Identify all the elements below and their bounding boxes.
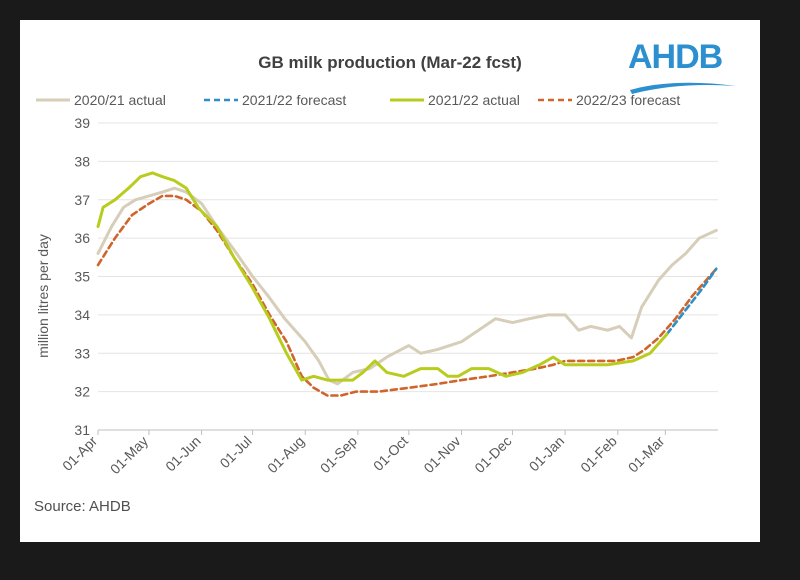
x-tick-label: 01-Mar [625, 433, 668, 476]
x-tick-label: 01-Aug [264, 433, 307, 476]
chart-legend: 2020/21 actual 2021/22 forecast 2021/22 ac… [36, 92, 680, 108]
y-tick-label: 35 [74, 269, 90, 285]
source-note: Source: AHDB [34, 498, 131, 515]
y-tick-label: 31 [74, 422, 90, 438]
series-line-2020-21-actual [96, 186, 718, 386]
y-tick-label: 33 [74, 345, 90, 361]
series-line-2022-23-forecast [96, 194, 718, 397]
chart-card: GB milk production (Mar-22 fcst) AHDB 20… [20, 20, 760, 542]
y-tick-label: 38 [74, 153, 90, 169]
x-axis: 01-Apr 01-May 01-Jun 01-Jul 01-Aug 01-Sep 01-O… [59, 429, 718, 477]
legend-label: 2021/22 actual [428, 92, 520, 108]
x-tick-label: 01-Oct [370, 433, 411, 474]
series-line-2021-22-forecast [665, 267, 718, 336]
ahdb-logo: AHDB [628, 38, 723, 76]
x-tick-label: 01-May [107, 433, 151, 477]
series-line-2021-22-actual [96, 171, 669, 382]
x-tick-label: 01-Jan [526, 433, 568, 475]
ahdb-logo-swoosh [630, 82, 736, 94]
x-tick-label: 01-Sep [317, 433, 360, 476]
x-tick-label: 01-Jul [216, 433, 254, 471]
x-tick-label: 01-Dec [471, 433, 514, 476]
y-tick-label: 39 [74, 115, 90, 131]
line-chart: 2020/21 actual 2021/22 forecast 2021/22 ac… [35, 92, 718, 477]
x-tick-label: 01-Jun [162, 433, 204, 475]
legend-label: 2020/21 actual [74, 92, 166, 108]
y-tick-label: 34 [74, 307, 90, 323]
x-tick-label: 01-Nov [420, 433, 463, 476]
legend-label: 2022/23 forecast [576, 92, 680, 108]
y-axis: 31 32 33 34 35 36 37 38 39 [74, 115, 718, 438]
y-tick-label: 37 [74, 192, 90, 208]
series-lines [96, 171, 718, 397]
chart-title: GB milk production (Mar-22 fcst) [258, 53, 522, 72]
x-tick-label: 01-Apr [59, 433, 100, 474]
y-tick-label: 32 [74, 384, 90, 400]
legend-label: 2021/22 forecast [242, 92, 346, 108]
y-tick-label: 36 [74, 230, 90, 246]
x-tick-label: 01-Feb [577, 433, 620, 476]
y-axis-label: million litres per day [35, 234, 51, 358]
